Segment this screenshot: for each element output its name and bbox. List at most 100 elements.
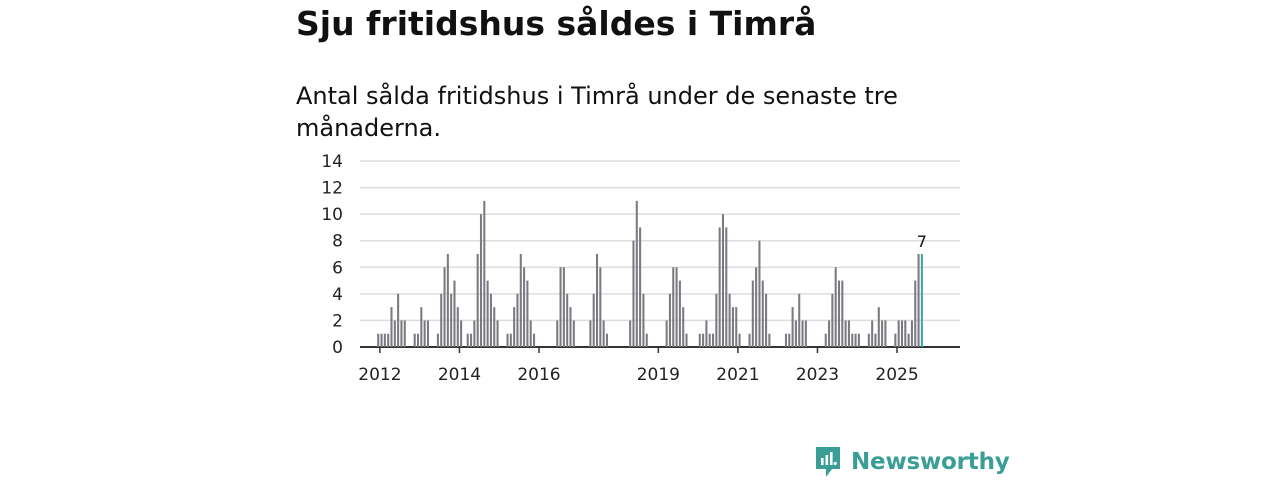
bar	[702, 333, 705, 347]
bar	[682, 307, 685, 347]
bar	[516, 293, 519, 347]
bar	[493, 307, 496, 347]
bar	[423, 320, 426, 347]
bar	[642, 293, 645, 347]
bar	[460, 320, 463, 347]
highlight-value-label: 7	[917, 232, 927, 251]
y-tick-label: 0	[332, 338, 343, 358]
bar	[556, 320, 559, 347]
y-tick-label: 2	[332, 311, 343, 331]
bar	[509, 333, 512, 347]
bar	[602, 320, 605, 347]
bar	[708, 333, 711, 347]
bar	[595, 254, 599, 347]
x-tick-label: 2019	[637, 365, 680, 385]
y-tick-label: 4	[332, 285, 343, 305]
bar	[562, 267, 565, 347]
bar	[440, 293, 443, 347]
bar	[712, 333, 715, 347]
bar	[599, 267, 602, 347]
bar	[665, 320, 668, 347]
bar	[897, 320, 900, 347]
bar	[496, 320, 499, 347]
bar	[678, 280, 681, 347]
bar	[854, 333, 857, 347]
bar	[831, 293, 834, 347]
chart-title: Sju fritidshus såldes i Timrå	[296, 4, 817, 43]
bar	[529, 320, 532, 347]
bar	[489, 293, 492, 347]
newsworthy-logo-icon	[816, 447, 840, 477]
bar	[403, 320, 406, 347]
bar	[867, 333, 870, 347]
bar	[791, 307, 794, 347]
bar	[894, 333, 897, 347]
y-tick-label: 8	[332, 232, 343, 252]
bar	[420, 307, 423, 347]
bar	[526, 280, 529, 347]
bar	[470, 333, 473, 347]
x-tick-label: 2025	[875, 365, 918, 385]
bar	[874, 333, 877, 347]
bar	[456, 307, 459, 347]
bars	[377, 200, 923, 347]
bar	[857, 333, 860, 347]
bar	[443, 267, 446, 347]
bar	[446, 254, 449, 347]
bar	[645, 333, 648, 347]
bar-highlight	[920, 254, 923, 347]
bar	[907, 333, 910, 347]
bar	[834, 267, 837, 347]
gridlines	[360, 160, 960, 353]
bar	[851, 333, 854, 347]
bar	[377, 333, 380, 347]
bar	[881, 320, 884, 347]
bar	[900, 320, 904, 347]
bar	[751, 280, 754, 347]
labels: 0 2 4 6 8 10 12 14 7 2012 2014 2016 2019 2021 2023 2025	[321, 152, 927, 385]
bar	[725, 227, 728, 347]
bar	[731, 307, 734, 347]
bar	[400, 320, 403, 347]
y-tick-label: 10	[321, 205, 343, 225]
bar	[765, 293, 768, 347]
bar	[506, 333, 509, 347]
bar	[486, 280, 489, 347]
bar	[788, 333, 791, 347]
bar	[784, 333, 787, 347]
bar	[592, 293, 595, 347]
bar	[436, 333, 439, 347]
y-tick-label: 12	[321, 179, 343, 199]
bar	[917, 254, 920, 347]
bar	[416, 333, 420, 347]
bar	[523, 267, 526, 347]
bar	[519, 254, 522, 347]
bar	[559, 267, 562, 347]
bar	[728, 293, 731, 347]
bar	[685, 333, 688, 347]
bar	[413, 333, 416, 347]
bar	[397, 293, 400, 347]
y-tick-label: 14	[321, 152, 343, 172]
bar	[761, 280, 764, 347]
brand-logo[interactable]: Newsworthy	[814, 444, 1010, 480]
bar	[672, 267, 675, 347]
bar	[798, 293, 801, 347]
bar	[705, 320, 708, 347]
bar	[466, 333, 469, 347]
bar	[426, 320, 429, 347]
bar	[473, 320, 476, 347]
bar	[383, 333, 386, 347]
x-tick-label: 2014	[438, 365, 481, 385]
bar	[632, 240, 635, 347]
bar	[735, 307, 738, 347]
bar	[758, 240, 761, 347]
bar	[605, 333, 608, 347]
bar	[841, 280, 844, 347]
bar	[566, 293, 569, 347]
bar	[748, 333, 751, 347]
bar	[569, 307, 572, 347]
x-tick-label: 2012	[358, 365, 401, 385]
bar	[393, 320, 396, 347]
bar	[877, 307, 880, 347]
